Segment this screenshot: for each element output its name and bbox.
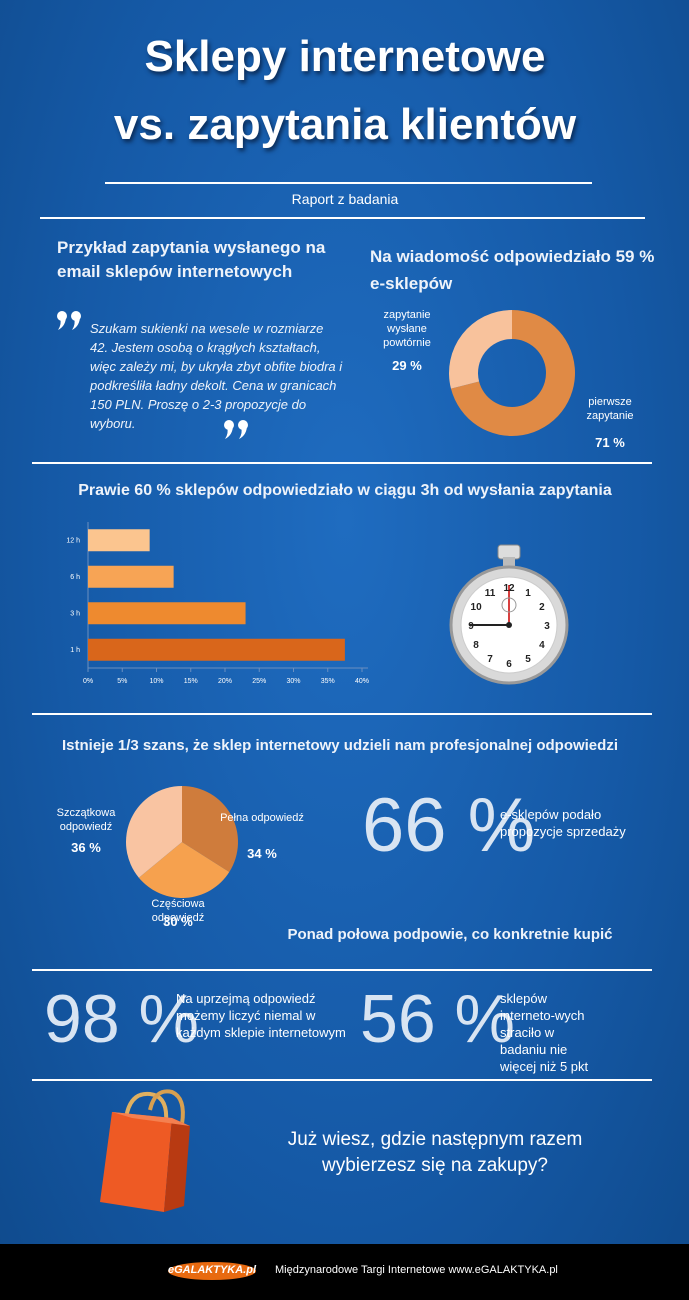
y-tick-label: 3 h — [70, 610, 80, 617]
slice — [182, 786, 238, 873]
subtitle: Raport z badania — [291, 191, 399, 207]
quote: Szukam sukienki na wesele w rozmiarze 42… — [90, 321, 343, 431]
x-tick-label: 15% — [184, 678, 198, 685]
x-tick-label: 25% — [252, 678, 266, 685]
big-stat: 66 % — [362, 783, 536, 868]
y-tick-label: 6 h — [70, 574, 80, 581]
footer-logo-badge — [168, 1262, 256, 1280]
value-label: 71 % — [595, 435, 625, 450]
y-tick-label: 12 h — [66, 537, 80, 544]
dial-number: 3 — [544, 621, 550, 632]
x-tick-label: 5% — [117, 678, 127, 685]
dial-number: 2 — [539, 602, 545, 613]
x-tick-label: 0% — [83, 678, 93, 685]
dial-number: 5 — [525, 654, 531, 665]
x-tick-label: 40% — [355, 678, 369, 685]
slice-label: zapytanie wysłane powtórnie — [383, 309, 431, 349]
slice — [138, 842, 230, 898]
slice — [448, 310, 512, 389]
dial-number: 7 — [487, 654, 493, 665]
stopwatch-icon — [449, 544, 569, 685]
quote-open-icon — [57, 311, 81, 330]
bar — [88, 529, 150, 552]
x-tick-label: 10% — [149, 678, 163, 685]
slice-label: Pełna odpowiedź — [220, 812, 304, 824]
stat-text: Na uprzejmą odpowiedź możemy liczyć niem… — [176, 991, 346, 1040]
dial-number: 12 — [503, 583, 515, 594]
dial-number: 1 — [525, 588, 531, 599]
value-label: 29 % — [392, 358, 422, 373]
y-tick-label: 1 h — [70, 647, 80, 654]
section-heading: Przykład zapytania wysłanego na email sk… — [57, 238, 326, 281]
note: Ponad połowa podpowie, co konkretnie kup… — [287, 926, 613, 943]
x-tick-label: 35% — [321, 678, 335, 685]
bar — [88, 565, 174, 588]
footer-band — [0, 1244, 689, 1300]
shopping-bag-icon — [100, 1089, 190, 1212]
slice — [126, 786, 182, 878]
x-tick-label: 20% — [218, 678, 232, 685]
dial-number: 4 — [539, 640, 545, 651]
stat-text: e-sklepów podało propozycje sprzedaży — [500, 807, 626, 839]
slice — [450, 310, 575, 437]
x-tick-label: 30% — [286, 678, 300, 685]
footer-logo: eGALAKTYKA.pl — [168, 1264, 256, 1276]
dial-number: 8 — [473, 640, 479, 651]
chart-title: Prawie 60 % sklepów odpowiedziało w ciąg… — [78, 482, 612, 499]
slice-label: Częściowa odpowiedź — [151, 898, 205, 924]
big-stat: 98 % — [44, 981, 199, 1057]
dial-number: 6 — [506, 659, 512, 670]
slice-label: Szczątkowa odpowiedź — [56, 807, 116, 833]
chart-title: Istnieje 1/3 szans, że sklep internetowy… — [62, 737, 618, 754]
value-label: 36 % — [71, 840, 101, 855]
slice-label: pierwsze zapytanie — [586, 396, 634, 422]
value-label: 30 % — [163, 914, 193, 929]
big-stat: 56 % — [360, 981, 515, 1057]
title: Sklepy internetowe — [144, 32, 546, 81]
footer-text: Międzynarodowe Targi Internetowe www.eGA… — [275, 1264, 558, 1276]
dial-number: 11 — [485, 588, 496, 599]
stat-text: sklepów interneto-wych straciło w badani… — [500, 991, 589, 1074]
dial-number: 10 — [471, 602, 483, 613]
title: vs. zapytania klientów — [113, 100, 577, 149]
bar — [88, 638, 345, 661]
dial-number: 9 — [468, 621, 474, 632]
bar — [88, 602, 246, 625]
closing: Już wiesz, gdzie następnym razem wybierz… — [287, 1129, 583, 1176]
value-label: 34 % — [247, 846, 277, 861]
quote-close-icon — [224, 420, 248, 439]
chart-title: Na wiadomość odpowiedziało 59 % e-sklepó… — [370, 247, 655, 293]
